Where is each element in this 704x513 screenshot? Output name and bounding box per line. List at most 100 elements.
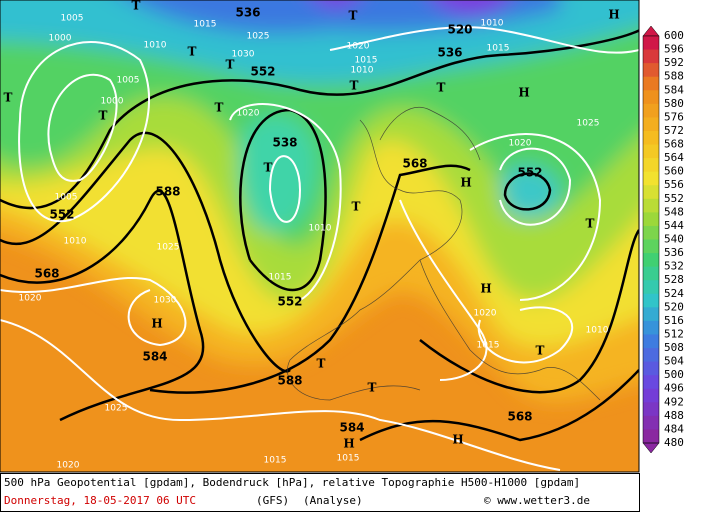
pressure-label: 1020 xyxy=(474,309,497,319)
colorbar-label: 516 xyxy=(664,314,684,327)
pressure-center: T xyxy=(215,101,224,115)
colorbar-band xyxy=(643,171,659,186)
colorbar-label: 588 xyxy=(664,70,684,83)
pressure-center: T xyxy=(264,161,273,175)
colorbar-band xyxy=(643,90,659,105)
colorbar-band xyxy=(643,402,659,417)
pressure-center: T xyxy=(536,344,545,358)
colorbar-label: 544 xyxy=(664,219,684,232)
coastlines xyxy=(287,107,601,401)
pressure-label: 1025 xyxy=(247,32,270,42)
colorbar-band xyxy=(643,36,659,51)
colorbar-band xyxy=(643,293,659,308)
colorbar-label: 508 xyxy=(664,341,684,354)
pressure-label: 1005 xyxy=(55,193,78,203)
pressure-label: 1030 xyxy=(154,296,177,306)
colorbar-label: 484 xyxy=(664,422,684,435)
colorbar-label: 596 xyxy=(664,43,684,56)
pressure-label: 1015 xyxy=(194,20,217,30)
colorbar-label: 564 xyxy=(664,151,684,164)
pressure-center: T xyxy=(368,381,377,395)
colorbar-band xyxy=(643,429,659,444)
colorbar-label: 504 xyxy=(664,355,684,368)
pressure-label: 1010 xyxy=(481,19,504,29)
pressure-center: T xyxy=(226,58,235,72)
geopotential-label: 520 xyxy=(447,23,472,37)
colorbar-label: 600 xyxy=(664,29,684,42)
geopotential-label: 538 xyxy=(272,136,297,150)
colorbar-frame xyxy=(642,35,660,444)
colorbar-arrow xyxy=(642,25,660,37)
colorbar-band xyxy=(643,320,659,335)
colorbar-band xyxy=(643,212,659,227)
geopotential-label: 552 xyxy=(250,65,275,79)
pressure-center: T xyxy=(350,79,359,93)
colorbar: 6005965925885845805765725685645605565525… xyxy=(642,25,684,454)
pressure-center: H xyxy=(480,282,491,296)
pressure-label: 1020 xyxy=(57,461,80,471)
colorbar-band xyxy=(643,158,659,173)
geopotential-label: 588 xyxy=(155,185,180,199)
geopotential-label: 584 xyxy=(339,421,364,435)
colorbar-label: 528 xyxy=(664,273,684,286)
geopotential-label: 568 xyxy=(402,157,427,171)
colorbar-band xyxy=(643,334,659,349)
pressure-label: 1010 xyxy=(351,66,374,76)
pressure-center: H xyxy=(452,433,463,447)
pressure-label: 1025 xyxy=(577,119,600,129)
colorbar-label: 580 xyxy=(664,97,684,110)
colorbar-label: 572 xyxy=(664,124,684,137)
pressure-label: 1010 xyxy=(309,224,332,234)
colorbar-band xyxy=(643,280,659,295)
colorbar-band xyxy=(643,307,659,322)
colorbar-label: 592 xyxy=(664,56,684,69)
pressure-label: 1020 xyxy=(19,294,42,304)
pressure-label: 1000 xyxy=(49,34,72,44)
colorbar-band xyxy=(643,130,659,146)
colorbar-band xyxy=(643,63,659,78)
colorbar-band xyxy=(643,103,659,118)
geopotential-label: 552 xyxy=(277,295,302,309)
map-field xyxy=(0,0,639,472)
pressure-contours xyxy=(0,26,639,471)
pressure-center: T xyxy=(586,217,595,231)
footer-copyright: © www.wetter3.de xyxy=(484,494,590,507)
pressure-center: T xyxy=(99,109,108,123)
pressure-label: 1020 xyxy=(347,42,370,52)
colorbar-band xyxy=(643,144,659,159)
colorbar-label: 560 xyxy=(664,165,684,178)
colorbar-label: 500 xyxy=(664,368,684,381)
colorbar-label: 576 xyxy=(664,110,684,123)
pressure-label: 1025 xyxy=(105,404,128,414)
pressure-center: T xyxy=(317,357,326,371)
geopotential-label: 536 xyxy=(437,46,462,60)
colorbar-band xyxy=(643,415,659,430)
colorbar-label: 584 xyxy=(664,83,684,96)
colorbar-band xyxy=(643,239,659,254)
colorbar-label: 512 xyxy=(664,327,684,340)
footer-description: 500 hPa Geopotential [gpdam], Bodendruck… xyxy=(4,476,580,489)
pressure-center: T xyxy=(4,91,13,105)
colorbar-label: 548 xyxy=(664,205,684,218)
colorbar-arrow xyxy=(642,442,660,454)
colorbar-label: 536 xyxy=(664,246,684,259)
colorbar-band xyxy=(643,348,659,363)
pressure-center: H xyxy=(343,437,354,451)
footer-box xyxy=(0,473,640,512)
geopotential-label: 552 xyxy=(517,166,542,180)
colorbar-band xyxy=(643,185,659,200)
colorbar-band xyxy=(643,375,659,390)
map-frame xyxy=(0,0,640,473)
geopotential-label: 568 xyxy=(507,410,532,424)
pressure-label: 1020 xyxy=(509,139,532,149)
footer-run: (Analyse) xyxy=(303,494,363,507)
geopotential-label: 588 xyxy=(277,374,302,388)
pressure-label: 1005 xyxy=(117,76,140,86)
colorbar-band xyxy=(643,388,659,403)
colorbar-label: 556 xyxy=(664,178,684,191)
colorbar-label: 488 xyxy=(664,409,684,422)
colorbar-label: 552 xyxy=(664,192,684,205)
pressure-label: 1030 xyxy=(232,50,255,60)
colorbar-band xyxy=(643,49,659,64)
pressure-center: H xyxy=(608,8,619,22)
